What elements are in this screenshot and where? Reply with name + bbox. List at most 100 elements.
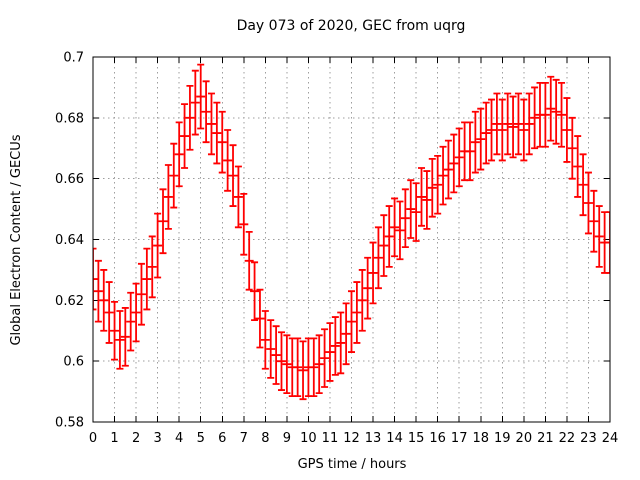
x-tick-label: 9	[283, 431, 291, 446]
error-bar	[508, 95, 518, 159]
error-bar	[341, 302, 351, 366]
error-bar	[212, 101, 222, 165]
error-bar	[330, 316, 340, 376]
error-bar	[492, 92, 502, 156]
y-tick-label: 0.7	[63, 51, 84, 66]
error-bar	[298, 340, 308, 401]
error-bar	[325, 322, 335, 382]
error-bar	[476, 107, 486, 171]
error-bar	[260, 310, 270, 370]
error-bar	[384, 205, 394, 268]
error-bar	[417, 167, 427, 227]
error-bar	[406, 179, 416, 239]
error-bar	[282, 334, 292, 395]
x-tick-label: 4	[175, 431, 183, 446]
error-bar	[427, 157, 437, 218]
error-bar	[454, 127, 464, 188]
error-bar	[540, 81, 550, 148]
x-tick-label: 24	[602, 431, 619, 446]
error-bar	[110, 300, 120, 361]
error-bar	[185, 84, 195, 151]
error-bar	[465, 121, 475, 182]
x-tick-label: 1	[110, 431, 118, 446]
error-bar	[320, 328, 330, 388]
error-bar	[535, 81, 545, 148]
x-tick-label: 0	[89, 431, 97, 446]
error-bar	[163, 164, 173, 230]
error-bar	[239, 192, 249, 256]
x-tick-label: 18	[472, 431, 489, 446]
y-axis-label: Global Electron Content / GECUs	[9, 134, 24, 345]
error-bar	[120, 307, 130, 367]
error-bar	[201, 80, 211, 144]
error-bar	[206, 92, 216, 156]
error-bar	[567, 116, 577, 180]
grid-lines	[93, 57, 610, 422]
x-tick-label: 7	[240, 431, 248, 446]
tick-labels: 0 1 2 3 4 5 6 7 8 9 10 11 12 13 14 15 16 17 18 19 20 21 22 23 24…	[55, 51, 618, 447]
x-tick-label: 16	[429, 431, 446, 446]
error-bar	[126, 291, 136, 352]
error-bar	[223, 129, 233, 192]
x-tick-label: 12	[343, 431, 360, 446]
x-tick-label: 8	[261, 431, 269, 446]
x-tick-label: 15	[408, 431, 425, 446]
error-bar	[250, 261, 260, 322]
error-bar	[379, 214, 389, 277]
error-bar	[411, 182, 421, 242]
error-bar	[217, 110, 227, 174]
y-tick-label: 0.62	[55, 294, 84, 309]
error-bar	[336, 311, 346, 375]
error-bar	[557, 81, 567, 148]
error-bar	[255, 288, 265, 349]
error-bar	[293, 337, 303, 398]
error-bar	[169, 142, 179, 209]
y-tick-label: 0.68	[55, 111, 84, 126]
error-bar	[271, 325, 281, 385]
error-bar	[180, 103, 190, 169]
error-bar	[562, 97, 572, 163]
error-bar	[589, 189, 599, 253]
x-tick-label: 6	[218, 431, 226, 446]
x-tick-label: 2	[132, 431, 140, 446]
error-bar	[487, 98, 497, 162]
error-bar	[314, 334, 324, 395]
error-bar	[131, 282, 141, 343]
error-bar	[422, 170, 432, 230]
y-tick-label: 0.6	[63, 355, 84, 370]
error-bar	[519, 98, 529, 162]
error-bar	[115, 310, 125, 370]
error-bar	[551, 78, 561, 145]
x-tick-label: 10	[300, 431, 317, 446]
error-bar	[460, 121, 470, 182]
y-tick-label: 0.64	[55, 233, 84, 248]
error-bar	[373, 226, 383, 290]
y-tick-label: 0.58	[55, 416, 84, 431]
error-bar	[449, 133, 459, 194]
x-tick-label: 11	[322, 431, 339, 446]
error-bar	[481, 101, 491, 165]
x-tick-label: 21	[537, 431, 554, 446]
error-bar	[276, 331, 286, 391]
error-bar	[583, 171, 593, 235]
error-bar	[142, 247, 152, 311]
error-bar	[578, 153, 588, 217]
error-bar	[228, 144, 238, 207]
error-bar	[266, 319, 276, 379]
y-tick-label: 0.66	[55, 172, 84, 187]
x-tick-label: 23	[580, 431, 597, 446]
error-bar	[390, 197, 400, 258]
x-tick-label: 3	[153, 431, 161, 446]
plot-border	[92, 56, 611, 423]
error-bar	[524, 92, 534, 156]
error-bar	[287, 337, 297, 398]
x-tick-label: 22	[559, 431, 576, 446]
x-tick-label: 5	[197, 431, 205, 446]
error-bar	[470, 110, 480, 174]
error-bar	[503, 92, 513, 156]
error-bar	[497, 98, 507, 162]
error-bar	[147, 235, 157, 299]
x-tick-label: 14	[386, 431, 403, 446]
x-tick-label: 17	[451, 431, 468, 446]
